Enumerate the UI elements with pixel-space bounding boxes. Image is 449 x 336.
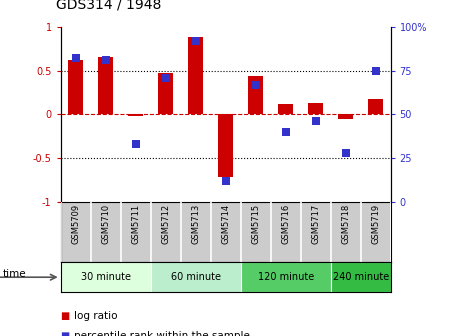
Text: GSM5711: GSM5711 bbox=[131, 203, 140, 244]
Text: GSM5714: GSM5714 bbox=[221, 203, 230, 244]
Text: GSM5713: GSM5713 bbox=[191, 203, 200, 244]
Point bbox=[192, 38, 199, 44]
Text: GSM5709: GSM5709 bbox=[71, 203, 80, 244]
Bar bbox=[150, 262, 241, 292]
Point bbox=[342, 150, 349, 155]
Text: 120 minute: 120 minute bbox=[257, 272, 314, 282]
Point bbox=[72, 56, 79, 61]
Bar bbox=[278, 104, 293, 114]
Point bbox=[162, 75, 169, 80]
Bar bbox=[308, 103, 323, 114]
Point bbox=[312, 119, 319, 124]
Bar bbox=[338, 114, 353, 119]
Point bbox=[252, 82, 259, 87]
Text: time: time bbox=[2, 269, 26, 279]
Bar bbox=[330, 262, 391, 292]
Text: ■: ■ bbox=[61, 311, 70, 321]
Bar bbox=[158, 73, 173, 114]
Point bbox=[372, 68, 379, 73]
Text: ■: ■ bbox=[61, 331, 70, 336]
Bar bbox=[98, 57, 113, 114]
Text: GSM5718: GSM5718 bbox=[341, 203, 350, 244]
Bar bbox=[68, 60, 83, 114]
Bar bbox=[248, 76, 263, 114]
Text: 60 minute: 60 minute bbox=[171, 272, 220, 282]
Bar bbox=[241, 262, 330, 292]
Text: 240 minute: 240 minute bbox=[333, 272, 389, 282]
Text: GSM5716: GSM5716 bbox=[281, 203, 290, 244]
Bar bbox=[61, 262, 150, 292]
Text: log ratio: log ratio bbox=[74, 311, 118, 321]
Text: GSM5717: GSM5717 bbox=[311, 203, 320, 244]
Text: GSM5719: GSM5719 bbox=[371, 203, 380, 244]
Text: GSM5715: GSM5715 bbox=[251, 203, 260, 244]
Text: 30 minute: 30 minute bbox=[81, 272, 131, 282]
Text: GDS314 / 1948: GDS314 / 1948 bbox=[56, 0, 162, 12]
Bar bbox=[128, 114, 143, 116]
Point bbox=[102, 57, 109, 63]
Bar bbox=[368, 99, 383, 114]
Point bbox=[132, 141, 139, 146]
Bar bbox=[188, 37, 203, 114]
Text: GSM5710: GSM5710 bbox=[101, 203, 110, 244]
Text: GSM5712: GSM5712 bbox=[161, 203, 170, 244]
Bar bbox=[218, 114, 233, 177]
Point bbox=[222, 178, 229, 183]
Text: percentile rank within the sample: percentile rank within the sample bbox=[74, 331, 250, 336]
Point bbox=[282, 129, 289, 134]
